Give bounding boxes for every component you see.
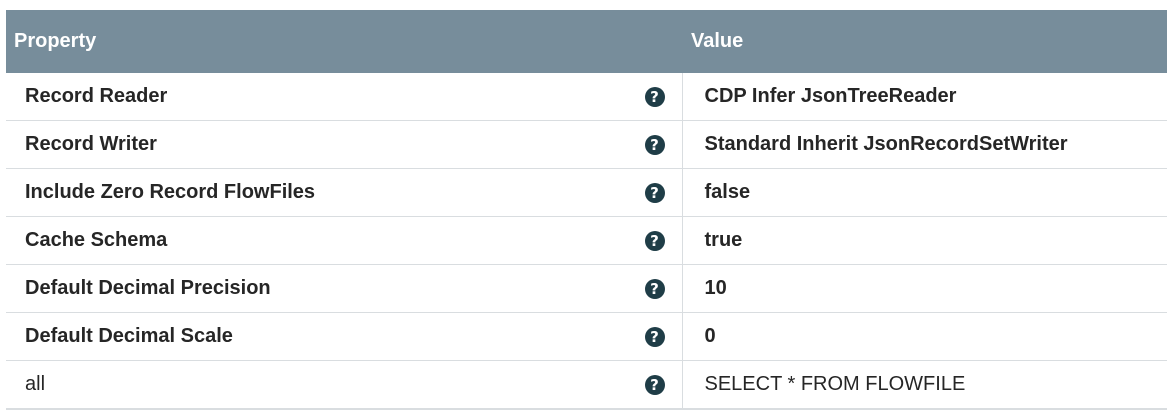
table-header: Property Value (6, 10, 1167, 73)
table-row[interactable]: Record Reader ? CDP Infer JsonTreeReader (6, 73, 1167, 121)
header-row: Property Value (6, 10, 1167, 73)
property-name: Cache Schema (25, 229, 168, 251)
property-name-cell: all ? (6, 360, 683, 410)
table-row[interactable]: Record Writer ? Standard Inherit JsonRec… (6, 120, 1167, 169)
property-name: Default Decimal Precision (25, 277, 271, 299)
property-value[interactable]: 10 (682, 264, 1167, 313)
property-value[interactable]: Standard Inherit JsonRecordSetWriter (682, 120, 1167, 169)
help-icon[interactable]: ? (644, 374, 665, 395)
property-value[interactable]: SELECT * FROM FLOWFILE (682, 360, 1167, 410)
help-icon[interactable]: ? (644, 182, 665, 203)
property-name-cell: Record Reader ? (6, 73, 683, 121)
table-row[interactable]: Default Decimal Scale ? 0 (6, 312, 1167, 361)
help-icon[interactable]: ? (644, 278, 665, 299)
table-row[interactable]: Default Decimal Precision ? 10 (6, 264, 1167, 313)
property-name-cell: Default Decimal Precision ? (6, 264, 683, 313)
property-name: Include Zero Record FlowFiles (25, 181, 316, 203)
column-header-value[interactable]: Value (682, 10, 1167, 73)
table-row[interactable]: all ? SELECT * FROM FLOWFILE (6, 360, 1167, 410)
table-row[interactable]: Include Zero Record FlowFiles ? false (6, 168, 1167, 217)
property-value[interactable]: true (682, 216, 1167, 265)
property-name-cell: Include Zero Record FlowFiles ? (6, 168, 683, 217)
table-row[interactable]: Cache Schema ? true (6, 216, 1167, 265)
property-name: Record Reader (25, 85, 168, 107)
property-name: Record Writer (25, 133, 157, 155)
property-value[interactable]: 0 (682, 312, 1167, 361)
column-header-property[interactable]: Property (6, 10, 682, 73)
properties-table-container: Property Value Record Reader ? CDP Infer… (6, 10, 1167, 410)
property-name: all (25, 373, 46, 395)
table-body: Record Reader ? CDP Infer JsonTreeReader… (6, 73, 1167, 410)
help-icon[interactable]: ? (644, 134, 665, 155)
help-icon[interactable]: ? (644, 86, 665, 107)
properties-table: Property Value Record Reader ? CDP Infer… (6, 10, 1167, 410)
property-name-cell: Default Decimal Scale ? (6, 312, 683, 361)
property-value[interactable]: CDP Infer JsonTreeReader (682, 73, 1167, 121)
help-icon[interactable]: ? (644, 326, 665, 347)
property-name-cell: Record Writer ? (6, 120, 683, 169)
property-name: Default Decimal Scale (25, 325, 233, 347)
property-name-cell: Cache Schema ? (6, 216, 683, 265)
help-icon[interactable]: ? (644, 230, 665, 251)
property-value[interactable]: false (682, 168, 1167, 217)
